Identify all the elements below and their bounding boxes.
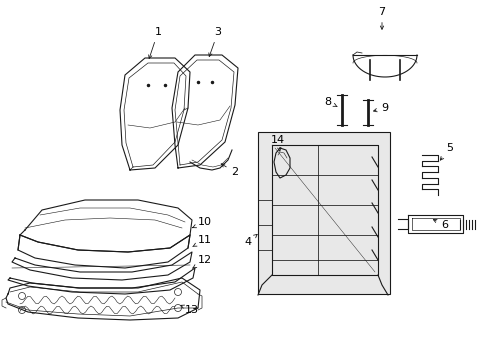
Text: 4: 4 bbox=[244, 234, 257, 247]
Text: 13: 13 bbox=[181, 305, 199, 315]
Text: 3: 3 bbox=[208, 27, 221, 57]
Text: 1: 1 bbox=[148, 27, 161, 58]
Text: 12: 12 bbox=[192, 255, 212, 268]
Bar bbox=[258, 132, 389, 294]
Text: 9: 9 bbox=[373, 103, 388, 113]
Text: 14: 14 bbox=[270, 135, 285, 151]
Text: 5: 5 bbox=[439, 143, 452, 160]
Text: 8: 8 bbox=[324, 97, 336, 107]
Text: 11: 11 bbox=[192, 235, 212, 247]
Text: 2: 2 bbox=[221, 164, 238, 177]
Text: 6: 6 bbox=[432, 220, 447, 230]
Text: 10: 10 bbox=[192, 217, 212, 228]
Text: 7: 7 bbox=[378, 7, 385, 29]
